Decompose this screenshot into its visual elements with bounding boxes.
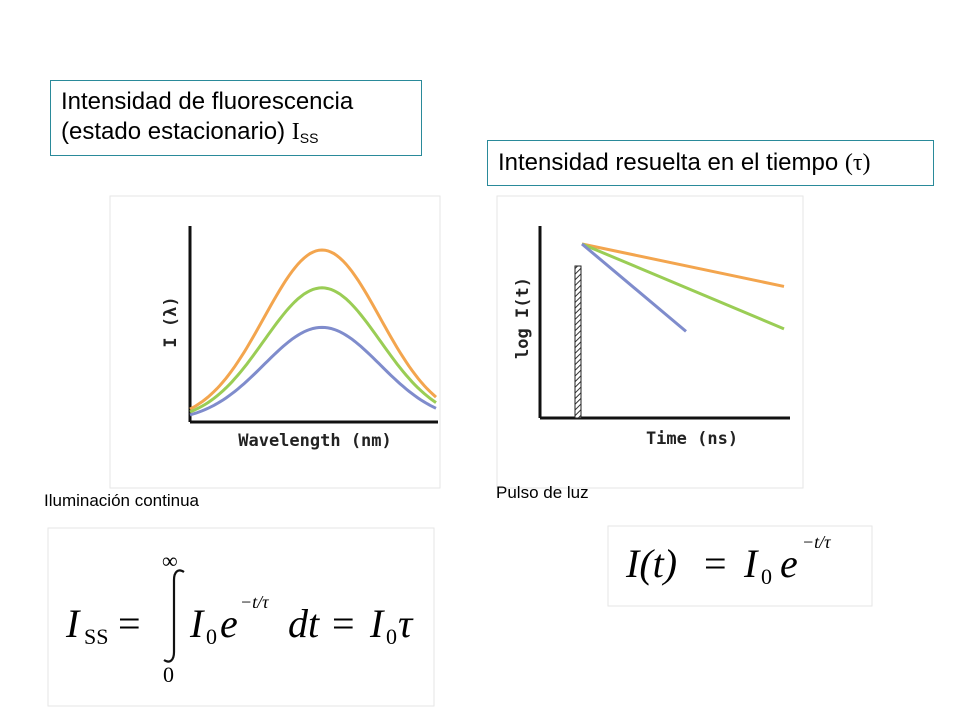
eq2-I-sub: 0 — [761, 564, 772, 589]
eq-equals-1: = — [118, 601, 141, 646]
eq-result-I: I — [370, 601, 384, 646]
eq-upper-limit: ∞ — [162, 548, 178, 573]
spectrum-chart: Wavelength (nm) I (λ) — [161, 226, 438, 451]
eq-integrand-sub: 0 — [206, 624, 217, 649]
eq-lhs-sub: SS — [84, 624, 109, 649]
eq2-equals: = — [704, 541, 727, 586]
integral-sign-icon — [163, 569, 185, 663]
spectrum-y-label: I (λ) — [161, 296, 181, 347]
decay-line-blue — [581, 242, 687, 333]
decay-y-label: log I(t) — [513, 277, 533, 359]
steady-state-title-box: Intensidad de fluorescencia (estado esta… — [50, 80, 422, 156]
eq-result-sub: 0 — [386, 624, 397, 649]
eq-lhs-I: I — [66, 601, 80, 646]
spectrum-curve-orange — [189, 248, 438, 411]
decay-equation-frame — [607, 525, 873, 607]
eq2-I: I — [744, 541, 758, 586]
steady-state-symbol-sub: SS — [299, 130, 319, 146]
decay-chart: Time (ns) log I(t) — [513, 226, 790, 449]
eq-exp-power: −t/τ — [240, 592, 269, 612]
eq-lower-limit: 0 — [163, 662, 174, 687]
eq-result-tau: τ — [398, 601, 413, 646]
eq-integrand-I: I — [190, 601, 204, 646]
eq2-exp-power: −t/τ — [802, 532, 831, 552]
time-resolved-title-text: Intensidad resuelta en el tiempo — [498, 149, 839, 176]
time-resolved-panel-frame — [496, 195, 804, 489]
light-pulse-caption: Pulso de luz — [496, 483, 589, 502]
steady-state-panel-frame — [109, 195, 441, 489]
decay-line-green — [581, 242, 785, 331]
integral-equation-frame — [47, 527, 435, 707]
time-resolved-title-box: Intensidad resuelta en el tiempo (τ) — [487, 140, 934, 186]
eq-equals-2: = — [332, 601, 355, 646]
spectrum-x-label: Wavelength (nm) — [238, 431, 392, 451]
time-resolved-symbol: (τ) — [844, 150, 871, 176]
steady-state-symbol: I — [291, 119, 300, 145]
steady-state-title-paren: (estado estacionario) — [61, 118, 286, 145]
eq-exp-base: e — [220, 601, 238, 646]
eq-differential: dt — [288, 601, 320, 646]
decay-line-orange — [581, 242, 785, 288]
time-resolved-title: Intensidad resuelta en el tiempo (τ) — [498, 148, 871, 178]
light-pulse-bar — [574, 265, 582, 419]
decay-x-label: Time (ns) — [646, 429, 738, 449]
eq2-exp-base: e — [780, 541, 798, 586]
spectrum-curve-blue — [189, 325, 437, 417]
steady-state-title-line2: (estado estacionario) ISS — [61, 117, 318, 153]
spectrum-curve-green — [189, 286, 437, 414]
steady-state-title-line1: Intensidad de fluorescencia — [61, 88, 354, 115]
continuous-illumination-caption: Iluminación continua — [44, 491, 199, 510]
eq2-lhs: I(t) — [626, 541, 678, 586]
